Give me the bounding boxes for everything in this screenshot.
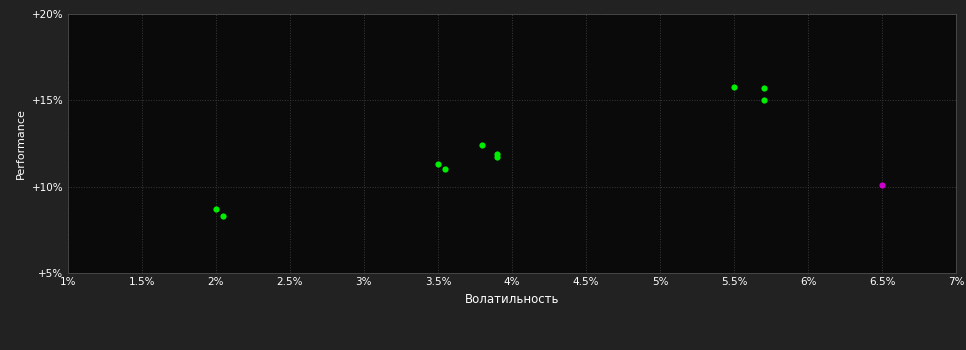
Point bbox=[215, 213, 231, 219]
Point bbox=[438, 167, 453, 172]
X-axis label: Волатильность: Волатильность bbox=[465, 293, 559, 306]
Point bbox=[490, 154, 505, 160]
Point bbox=[874, 182, 890, 188]
Point bbox=[474, 142, 490, 148]
Point bbox=[756, 98, 772, 103]
Y-axis label: Performance: Performance bbox=[16, 108, 26, 179]
Point bbox=[756, 85, 772, 91]
Point bbox=[726, 84, 742, 89]
Point bbox=[430, 161, 445, 167]
Point bbox=[208, 206, 223, 212]
Point bbox=[490, 151, 505, 157]
